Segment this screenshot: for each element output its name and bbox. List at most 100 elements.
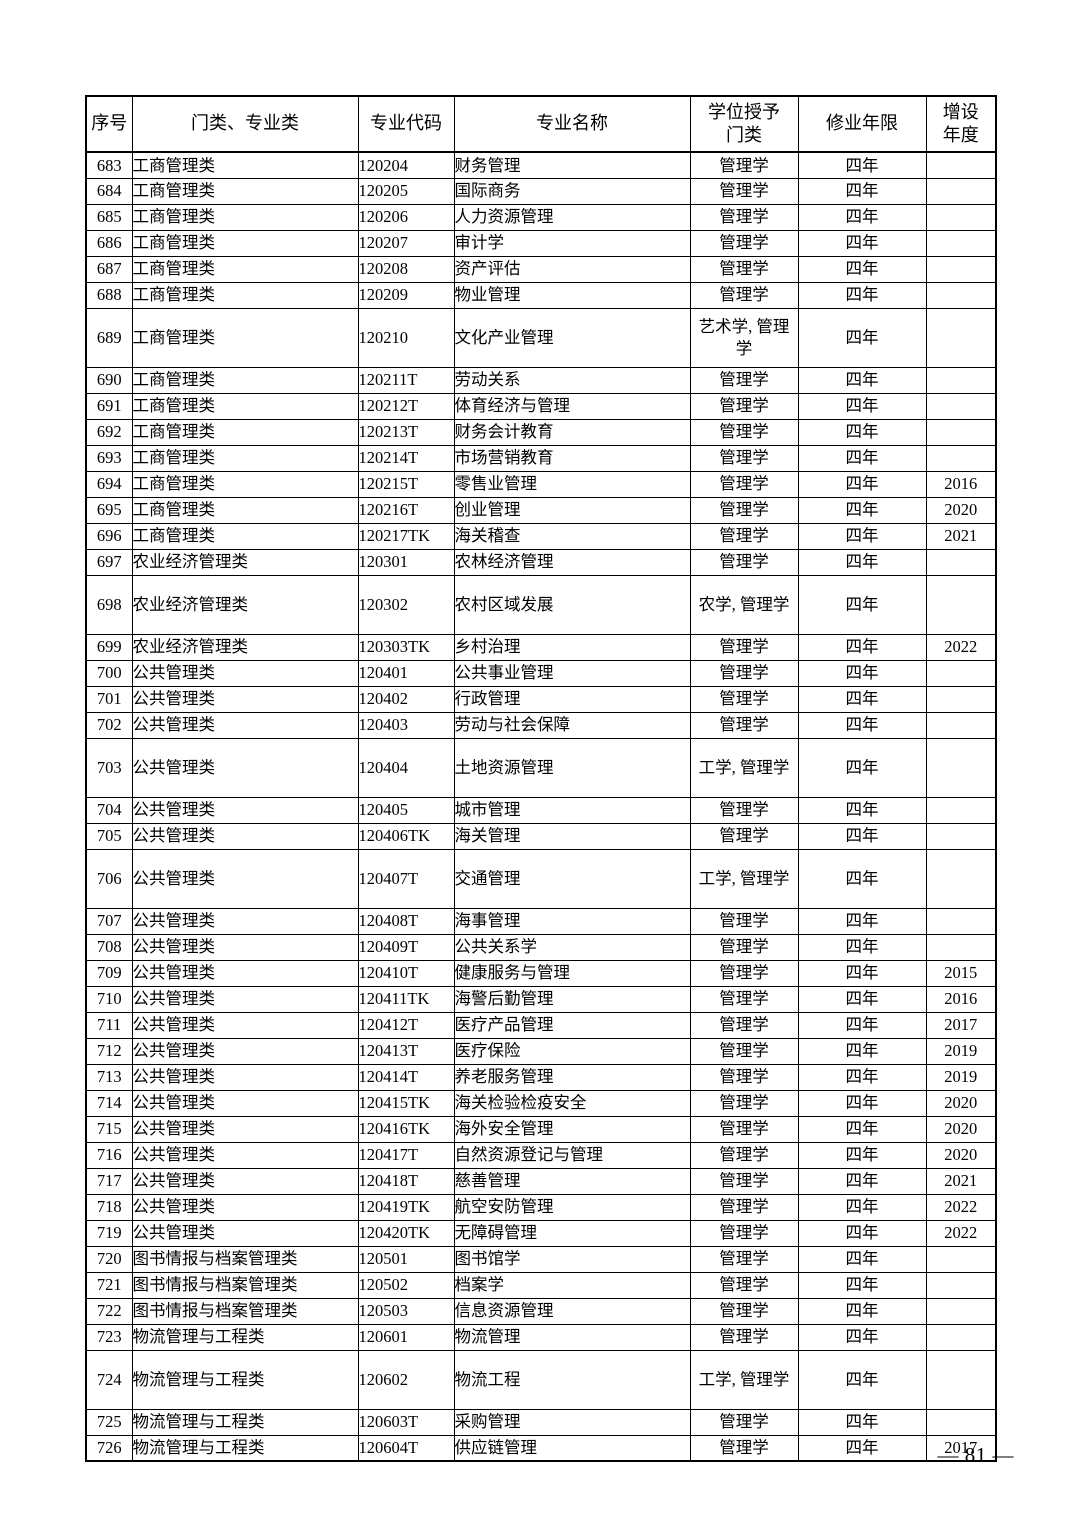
cell-degree-category: 管理学 xyxy=(689,1037,799,1065)
cell-degree-category: 管理学 xyxy=(689,470,799,498)
cell-major-name: 海外安全管理 xyxy=(453,1115,691,1143)
cell-sequence: 697 xyxy=(85,548,133,576)
cell-degree-category: 管理学 xyxy=(689,1434,799,1462)
cell-sequence: 713 xyxy=(85,1063,133,1091)
cell-category: 工商管理类 xyxy=(131,496,359,524)
cell-added-year xyxy=(925,255,997,283)
cell-study-duration: 四年 xyxy=(797,1089,927,1117)
column-header-degree-category-line2: 门类 xyxy=(726,125,762,145)
cell-major-name: 物业管理 xyxy=(453,281,691,309)
cell-major-name: 审计学 xyxy=(453,229,691,257)
cell-added-year xyxy=(925,711,997,739)
cell-added-year: 2017 xyxy=(925,1011,997,1039)
table-row: 699 农业经济管理类 120303TK 乡村治理 管理学 四年 2022 xyxy=(85,633,997,661)
cell-added-year xyxy=(925,822,997,850)
cell-degree-category: 管理学 xyxy=(689,822,799,850)
column-header-added-year-line1: 增设 xyxy=(942,101,979,122)
cell-major-code: 120405 xyxy=(357,796,455,824)
cell-category: 工商管理类 xyxy=(131,307,359,368)
cell-sequence: 698 xyxy=(85,574,133,635)
cell-added-year xyxy=(925,1323,997,1351)
cell-degree-category: 农学, 管理学 xyxy=(689,574,799,635)
cell-sequence: 725 xyxy=(85,1408,133,1436)
cell-study-duration: 四年 xyxy=(797,685,927,713)
cell-study-duration: 四年 xyxy=(797,548,927,576)
cell-added-year xyxy=(925,737,997,798)
cell-degree-category: 管理学 xyxy=(689,255,799,283)
column-header-degree-category-line1: 学位授予 xyxy=(708,101,780,122)
cell-added-year xyxy=(925,177,997,205)
cell-study-duration: 四年 xyxy=(797,1297,927,1325)
table-header: 序号 门类、专业类 专业代码 专业名称 学位授予 门类 修业年限 增设 年度 xyxy=(85,95,997,153)
cell-added-year xyxy=(925,392,997,420)
cell-sequence: 705 xyxy=(85,822,133,850)
cell-major-code: 120602 xyxy=(357,1349,455,1410)
table-row: 717 公共管理类 120418T 慈善管理 管理学 四年 2021 xyxy=(85,1167,997,1195)
cell-added-year xyxy=(925,574,997,635)
cell-major-code: 120419TK xyxy=(357,1193,455,1221)
cell-sequence: 685 xyxy=(85,203,133,231)
cell-degree-category: 管理学 xyxy=(689,444,799,472)
cell-degree-category: 管理学 xyxy=(689,1408,799,1436)
cell-major-name: 劳动与社会保障 xyxy=(453,711,691,739)
cell-degree-category: 管理学 xyxy=(689,203,799,231)
cell-major-code: 120402 xyxy=(357,685,455,713)
table-row: 722 图书情报与档案管理类 120503 信息资源管理 管理学 四年 xyxy=(85,1297,997,1325)
cell-study-duration: 四年 xyxy=(797,1011,927,1039)
cell-major-code: 120502 xyxy=(357,1271,455,1299)
cell-study-duration: 四年 xyxy=(797,1434,927,1462)
column-header-added-year-line2: 年度 xyxy=(942,125,979,145)
cell-major-name: 行政管理 xyxy=(453,685,691,713)
cell-degree-category: 管理学 xyxy=(689,633,799,661)
cell-category: 公共管理类 xyxy=(131,959,359,987)
cell-major-code: 120416TK xyxy=(357,1115,455,1143)
cell-major-name: 劳动关系 xyxy=(453,366,691,394)
cell-category: 农业经济管理类 xyxy=(131,548,359,576)
cell-major-code: 120414T xyxy=(357,1063,455,1091)
cell-degree-category: 管理学 xyxy=(689,985,799,1013)
cell-major-name: 自然资源登记与管理 xyxy=(453,1141,691,1169)
cell-study-duration: 四年 xyxy=(797,1271,927,1299)
cell-category: 公共管理类 xyxy=(131,1115,359,1143)
cell-category: 公共管理类 xyxy=(131,822,359,850)
cell-degree-category: 管理学 xyxy=(689,1271,799,1299)
cell-major-code: 120417T xyxy=(357,1141,455,1169)
table-row: 701 公共管理类 120402 行政管理 管理学 四年 xyxy=(85,685,997,713)
cell-category: 工商管理类 xyxy=(131,281,359,309)
cell-degree-category: 管理学 xyxy=(689,177,799,205)
cell-sequence: 719 xyxy=(85,1219,133,1247)
cell-major-code: 120204 xyxy=(357,151,455,179)
table-row: 690 工商管理类 120211T 劳动关系 管理学 四年 xyxy=(85,366,997,394)
cell-sequence: 707 xyxy=(85,907,133,935)
cell-major-code: 120501 xyxy=(357,1245,455,1273)
table-row: 696 工商管理类 120217TK 海关稽查 管理学 四年 2021 xyxy=(85,522,997,550)
cell-category: 公共管理类 xyxy=(131,659,359,687)
cell-study-duration: 四年 xyxy=(797,366,927,394)
cell-added-year xyxy=(925,203,997,231)
cell-degree-category: 管理学 xyxy=(689,796,799,824)
cell-degree-category: 管理学 xyxy=(689,548,799,576)
cell-category: 图书情报与档案管理类 xyxy=(131,1245,359,1273)
cell-degree-category: 管理学 xyxy=(689,1167,799,1195)
cell-degree-category: 管理学 xyxy=(689,1115,799,1143)
cell-category: 公共管理类 xyxy=(131,1089,359,1117)
cell-sequence: 687 xyxy=(85,255,133,283)
table-row: 718 公共管理类 120419TK 航空安防管理 管理学 四年 2022 xyxy=(85,1193,997,1221)
cell-sequence: 686 xyxy=(85,229,133,257)
cell-major-code: 120404 xyxy=(357,737,455,798)
cell-study-duration: 四年 xyxy=(797,659,927,687)
cell-added-year xyxy=(925,796,997,824)
cell-major-name: 养老服务管理 xyxy=(453,1063,691,1091)
cell-sequence: 689 xyxy=(85,307,133,368)
cell-sequence: 691 xyxy=(85,392,133,420)
cell-study-duration: 四年 xyxy=(797,737,927,798)
cell-category: 公共管理类 xyxy=(131,1219,359,1247)
cell-sequence: 693 xyxy=(85,444,133,472)
cell-degree-category: 管理学 xyxy=(689,1089,799,1117)
cell-major-name: 国际商务 xyxy=(453,177,691,205)
cell-major-name: 海事管理 xyxy=(453,907,691,935)
table-row: 702 公共管理类 120403 劳动与社会保障 管理学 四年 xyxy=(85,711,997,739)
cell-major-code: 120215T xyxy=(357,470,455,498)
cell-sequence: 701 xyxy=(85,685,133,713)
cell-major-code: 120206 xyxy=(357,203,455,231)
